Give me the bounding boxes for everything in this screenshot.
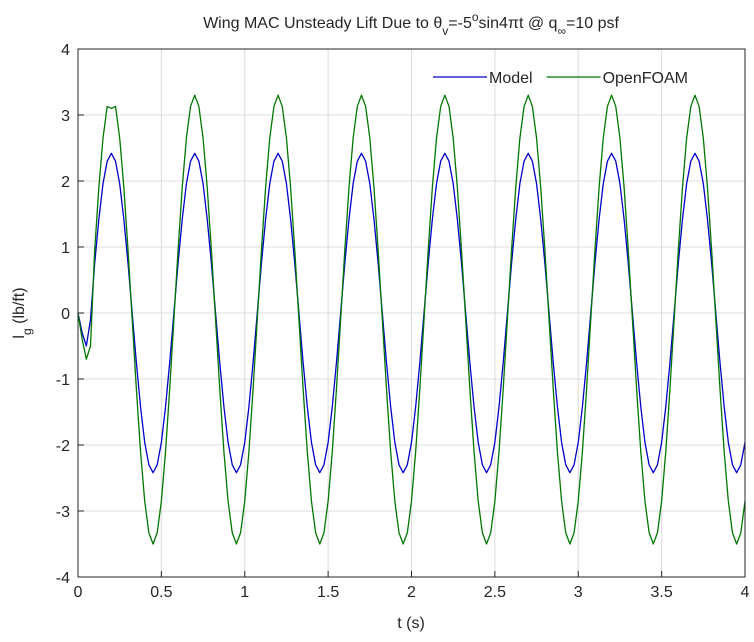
y-tick-label: 3 <box>61 108 70 125</box>
text-part: g <box>20 328 34 335</box>
y-tick-label: 4 <box>61 42 70 59</box>
legend: Model OpenFOAM <box>433 70 688 87</box>
x-tick-label: 3 <box>574 584 583 601</box>
text-part: =-5 <box>448 15 472 32</box>
series-line <box>77 94 746 545</box>
plot-lines <box>77 94 746 545</box>
y-tick-label: 2 <box>61 174 70 191</box>
y-tick-label: -1 <box>56 372 70 389</box>
text-part: Wing MAC Unsteady Lift Due to <box>203 15 433 32</box>
x-tick-label: 0 <box>74 584 83 601</box>
legend-label: OpenFOAM <box>603 70 688 87</box>
text-part: v <box>442 24 448 38</box>
x-tick-label: 3.5 <box>651 584 673 601</box>
x-tick-label: 2.5 <box>484 584 506 601</box>
text-part: π <box>508 15 519 32</box>
series-line <box>77 152 746 474</box>
x-tick-label: 4 <box>741 584 750 601</box>
x-tick-label: 1 <box>240 584 249 601</box>
x-tick-label: 1.5 <box>317 584 339 601</box>
x-tick-label: 2 <box>407 584 416 601</box>
x-tick-label: 0.5 <box>150 584 172 601</box>
text-part: l <box>11 335 28 339</box>
y-tick-label: -3 <box>56 504 70 521</box>
text-part: (lb/ft) <box>11 287 28 328</box>
y-tick-label: -4 <box>56 570 70 587</box>
x-axis-label: t (s) <box>397 615 425 632</box>
y-tick-label: 1 <box>61 240 70 257</box>
text-part: sin4 <box>479 15 508 32</box>
text-part: o <box>472 10 479 24</box>
chart-title: Wing MAC Unsteady Lift Due to θv=-5osin4… <box>203 10 619 38</box>
y-tick-label: -2 <box>56 438 70 455</box>
y-tick-label: 0 <box>61 306 70 323</box>
text-part: t @ q <box>519 15 557 32</box>
text-part: =10 psf <box>566 15 619 32</box>
text-part: θ <box>433 15 442 32</box>
legend-label: Model <box>489 70 533 87</box>
text-part: ∞ <box>557 24 566 38</box>
y-axis-label: lg (lb/ft) <box>11 287 34 338</box>
